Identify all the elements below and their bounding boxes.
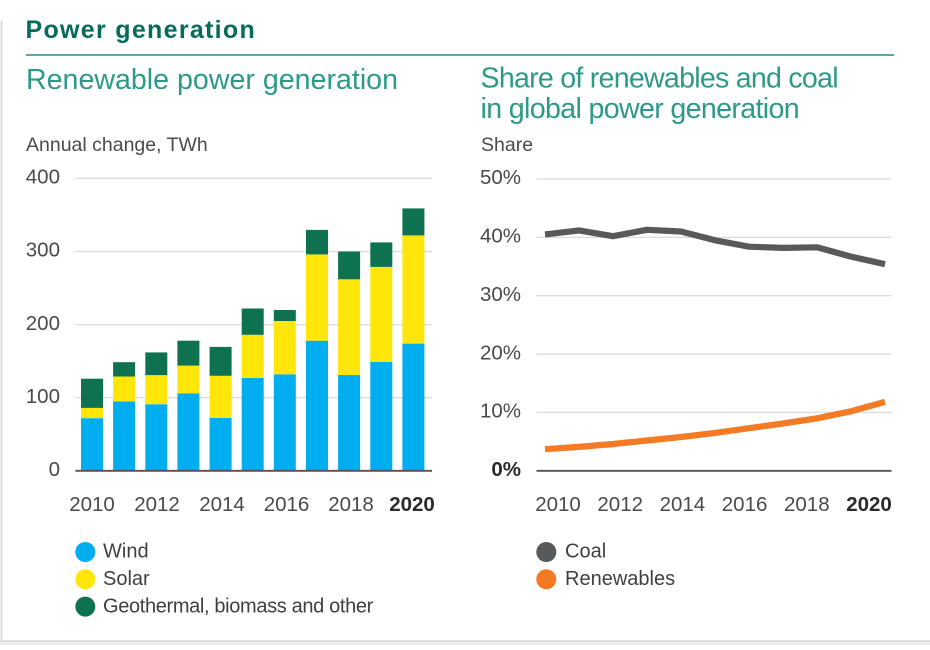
svg-text:30%: 30% — [480, 283, 521, 306]
svg-text:2020: 2020 — [846, 493, 892, 516]
svg-text:Coal: Coal — [565, 541, 606, 563]
svg-text:2010: 2010 — [69, 493, 115, 516]
svg-text:2010: 2010 — [535, 493, 581, 516]
svg-text:2012: 2012 — [597, 493, 643, 516]
svg-text:20%: 20% — [480, 341, 521, 364]
svg-text:0%: 0% — [491, 458, 521, 481]
svg-text:200: 200 — [26, 312, 60, 335]
svg-text:300: 300 — [26, 239, 60, 262]
svg-text:Renewables: Renewables — [565, 568, 675, 590]
svg-text:Geothermal, biomass and other: Geothermal, biomass and other — [103, 596, 374, 618]
svg-text:40%: 40% — [480, 225, 521, 248]
svg-text:400: 400 — [26, 166, 60, 189]
svg-text:50%: 50% — [480, 166, 521, 189]
svg-text:Share of renewables and coal: Share of renewables and coal — [481, 63, 838, 95]
svg-text:Power generation: Power generation — [26, 16, 257, 44]
svg-text:in global power generation: in global power generation — [481, 93, 800, 125]
svg-text:Share: Share — [481, 134, 533, 156]
svg-text:2018: 2018 — [784, 493, 830, 516]
svg-text:Solar: Solar — [103, 568, 150, 590]
svg-text:Renewable power generation: Renewable power generation — [26, 64, 398, 96]
svg-text:Wind: Wind — [103, 541, 149, 563]
svg-text:100: 100 — [26, 385, 60, 408]
svg-text:2020: 2020 — [389, 493, 435, 516]
svg-text:0: 0 — [49, 458, 60, 481]
svg-text:2014: 2014 — [199, 493, 245, 516]
svg-text:2016: 2016 — [264, 493, 310, 516]
svg-text:2016: 2016 — [722, 493, 768, 516]
svg-text:2018: 2018 — [328, 493, 374, 516]
svg-text:10%: 10% — [480, 400, 521, 423]
svg-text:Annual change, TWh: Annual change, TWh — [26, 134, 208, 156]
svg-text:2012: 2012 — [134, 493, 180, 516]
svg-text:2014: 2014 — [660, 493, 706, 516]
